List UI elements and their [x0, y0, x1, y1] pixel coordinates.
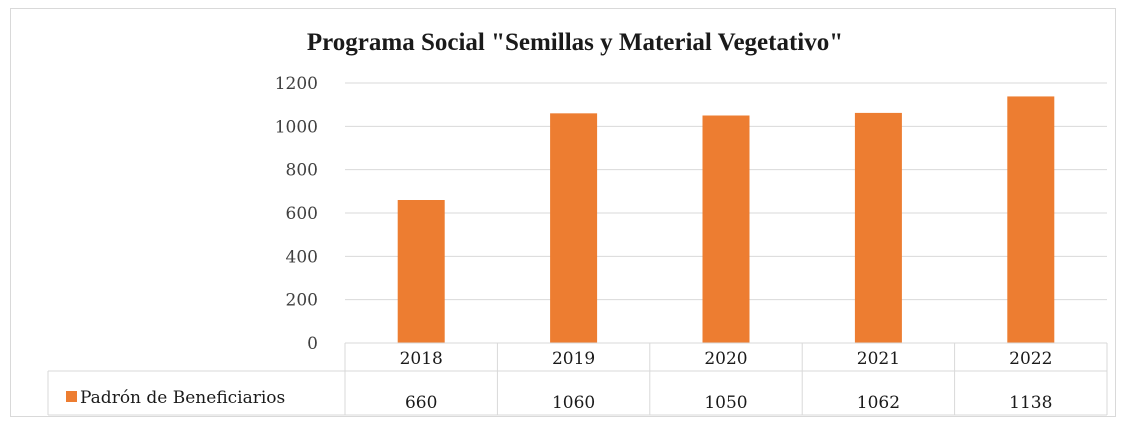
bar-2019 [550, 113, 598, 343]
category-label: 2021 [857, 349, 900, 369]
legend-swatch [66, 391, 77, 402]
y-tick-label: 800 [286, 161, 318, 181]
data-value-label: 1050 [704, 393, 747, 413]
legend-series-name: Padrón de Beneficiarios [80, 388, 285, 408]
data-value-label: 660 [405, 393, 437, 413]
y-tick-label: 0 [307, 334, 318, 354]
category-label: 2018 [400, 349, 443, 369]
data-value-label: 1060 [552, 393, 595, 413]
bar-2018 [397, 200, 445, 343]
bar-2022 [1007, 96, 1055, 343]
y-tick-label: 600 [286, 204, 318, 224]
data-value-label: 1138 [1009, 393, 1052, 413]
y-tick-label: 1200 [275, 74, 318, 94]
category-label: 2022 [1009, 349, 1052, 369]
bar-2020 [702, 115, 750, 343]
bars [397, 96, 1055, 344]
chart-title: Programa Social "Semillas y Material Veg… [307, 29, 843, 56]
category-label: 2020 [704, 349, 747, 369]
category-label: 2019 [552, 349, 595, 369]
y-tick-label: 400 [286, 247, 318, 267]
y-tick-label: 1000 [275, 117, 318, 137]
bar-2021 [854, 112, 902, 344]
y-tick-label: 200 [286, 291, 318, 311]
data-value-label: 1062 [857, 393, 900, 413]
y-axis-tick-labels: 0 200 400 600 800 1000 1200 [275, 74, 318, 354]
data-table: 2018 2019 2020 2021 2022 660 1060 1050 1062 1138 P… [47, 342, 1108, 416]
